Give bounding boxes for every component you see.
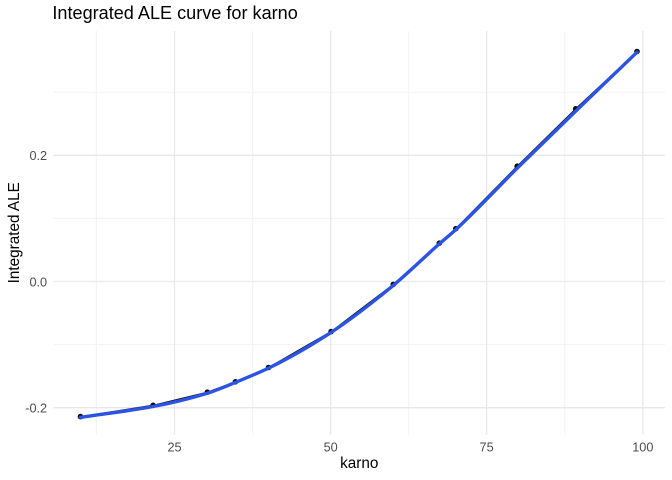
svg-text:Integrated ALE: Integrated ALE — [6, 182, 23, 283]
svg-text:25: 25 — [167, 440, 181, 454]
svg-text:50: 50 — [324, 440, 338, 454]
svg-text:Integrated ALE curve for karno: Integrated ALE curve for karno — [52, 3, 297, 23]
svg-text:75: 75 — [480, 440, 494, 454]
svg-text:100: 100 — [632, 440, 653, 454]
svg-text:karno: karno — [340, 455, 378, 472]
svg-text:0.2: 0.2 — [29, 149, 47, 163]
svg-text:0.0: 0.0 — [29, 275, 47, 289]
svg-text:-0.2: -0.2 — [25, 402, 47, 416]
